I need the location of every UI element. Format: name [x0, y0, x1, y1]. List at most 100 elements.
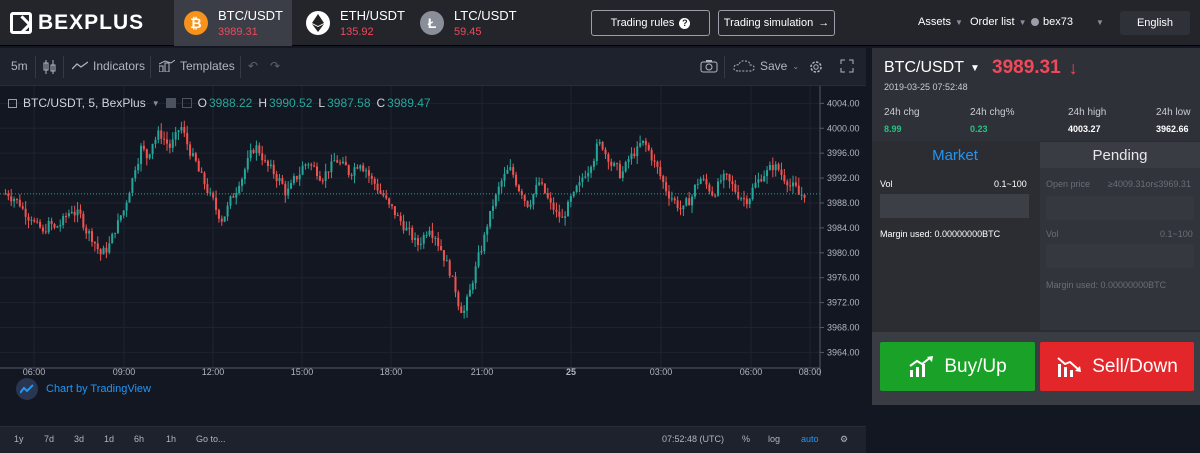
candle-body [122, 210, 125, 216]
candle-body [584, 176, 587, 178]
candle-body [350, 175, 353, 177]
candle-body [627, 159, 630, 163]
tab-market[interactable]: Market [872, 142, 1038, 168]
go-to-button[interactable]: Go to... [196, 434, 226, 444]
trading-rules-button[interactable]: Trading rules ? [591, 10, 710, 36]
candles-icon[interactable] [43, 59, 57, 75]
coin-price: 3989.31 [218, 26, 258, 38]
candle-body [30, 219, 33, 221]
candle-body [7, 193, 10, 197]
coin-pair-label: LTC/USDT [454, 8, 517, 23]
save-button[interactable]: Save ⌄ [733, 59, 799, 73]
settings-gear-icon[interactable] [808, 59, 824, 75]
trading-simulation-label: Trading simulation [723, 17, 814, 29]
indicators-button[interactable]: Indicators [72, 59, 145, 73]
range-1d[interactable]: 1d [104, 434, 115, 444]
candle-body [748, 199, 751, 205]
open-price-input[interactable] [1046, 196, 1194, 220]
candle-body [376, 183, 379, 191]
coin-tab-eth[interactable]: ETH/USDT 135.92 [296, 0, 414, 46]
candle-body [39, 221, 42, 228]
range-3d[interactable]: 3d [74, 434, 85, 444]
range-6h[interactable]: 6h [134, 434, 145, 444]
x-tick-label: 03:00 [650, 367, 673, 376]
candle-body [180, 127, 183, 131]
panel-pair: BTC/USDT [884, 59, 964, 76]
caret-down-icon[interactable]: ▼ [151, 98, 160, 108]
tradingview-icon [16, 378, 38, 400]
candle-body [90, 231, 93, 242]
candle-body [737, 192, 740, 199]
candle-body [226, 205, 229, 217]
price-axis: 4004.00 4000.00 3996.00 3992.00 3988.00 3984.… [0, 86, 866, 376]
templates-button[interactable]: Templates [159, 59, 235, 73]
range-1y[interactable]: 1y [14, 434, 24, 444]
candle-body [561, 216, 564, 218]
order-list-menu[interactable]: Order list ▼ [970, 16, 1027, 28]
assets-menu[interactable]: Assets ▼ [918, 16, 963, 28]
candle-body [27, 216, 30, 221]
percent-toggle[interactable]: % [742, 434, 751, 444]
margin-used-label: Margin used: 0.00000000BTC [880, 229, 1001, 239]
candle-body [50, 220, 53, 225]
legend-symbol[interactable]: BTC/USDT, 5, BexPlus [23, 96, 146, 110]
candle-body [688, 198, 691, 206]
log-toggle[interactable]: log [768, 434, 781, 444]
candle-body [160, 130, 163, 139]
vol-input[interactable] [880, 194, 1029, 218]
candle-body [546, 193, 549, 198]
interval-selector[interactable]: 5m [11, 59, 28, 73]
candle-body [341, 161, 344, 164]
candle-body [509, 167, 512, 170]
language-selector[interactable]: English [1120, 11, 1190, 35]
coin-tab-ltc[interactable]: Ł LTC/USDT 59.45 [410, 0, 528, 46]
x-tick-label: 12:00 [202, 367, 225, 376]
candle-body [768, 164, 771, 171]
bexplus-logo[interactable]: BEXPLUS [10, 10, 144, 36]
candle-body [258, 145, 261, 154]
candle-body [261, 153, 264, 161]
indicators-label: Indicators [93, 59, 146, 73]
bexplus-logo-icon [10, 12, 32, 34]
redo-icon[interactable]: ↷ [270, 59, 281, 73]
open-price-hint: ≥4009.31or≤3969.31 [1108, 179, 1191, 189]
candle-body [702, 178, 705, 180]
camera-icon[interactable] [700, 59, 718, 73]
candle-body [142, 145, 145, 150]
candle-body [316, 166, 319, 177]
auto-toggle[interactable]: auto [801, 434, 819, 444]
candle-body [339, 162, 342, 164]
candle-body [523, 195, 526, 201]
candle-body [174, 132, 177, 140]
tab-pending[interactable]: Pending [1040, 142, 1200, 168]
chart-settings-icon[interactable]: ⚙ [840, 434, 849, 444]
user-caret-down-icon[interactable]: ▼ [1096, 18, 1104, 27]
candle-body [725, 173, 728, 175]
trading-simulation-button[interactable]: Trading simulation → [718, 10, 835, 36]
buy-up-button[interactable]: Buy/Up [880, 342, 1035, 391]
panel-pair-selector[interactable]: BTC/USDT ▼ [884, 59, 980, 77]
stat-value: 0.23 [970, 124, 988, 134]
candle-body [711, 191, 714, 196]
candle-body [780, 169, 783, 176]
candle-body [47, 220, 50, 233]
range-7d[interactable]: 7d [44, 434, 55, 444]
undo-icon[interactable]: ↶ [248, 59, 259, 73]
range-1h[interactable]: 1h [166, 434, 177, 444]
legend-collapse-icon[interactable] [8, 98, 17, 108]
user-menu[interactable]: bex73 [1031, 16, 1073, 28]
candle-body [731, 181, 734, 185]
coin-price: 135.92 [340, 26, 374, 38]
candle-body [298, 174, 301, 180]
legend-open-label: O [197, 96, 207, 110]
candlestick-chart[interactable]: 3989.47 4004.00 4000.00 3996.00 3992.00 3988… [0, 86, 866, 376]
fullscreen-icon[interactable] [840, 59, 854, 73]
x-tick-label: 25 [566, 367, 576, 376]
tradingview-credit[interactable]: Chart by TradingView [16, 378, 151, 400]
candle-body [552, 202, 555, 210]
pending-vol-input[interactable] [1046, 244, 1194, 268]
candle-body [422, 235, 425, 244]
sell-down-button[interactable]: Sell/Down [1040, 342, 1194, 391]
coin-tab-btc[interactable]: ₿ BTC/USDT 3989.31 [174, 0, 292, 46]
y-tick-label: 3980.00 [827, 248, 860, 258]
